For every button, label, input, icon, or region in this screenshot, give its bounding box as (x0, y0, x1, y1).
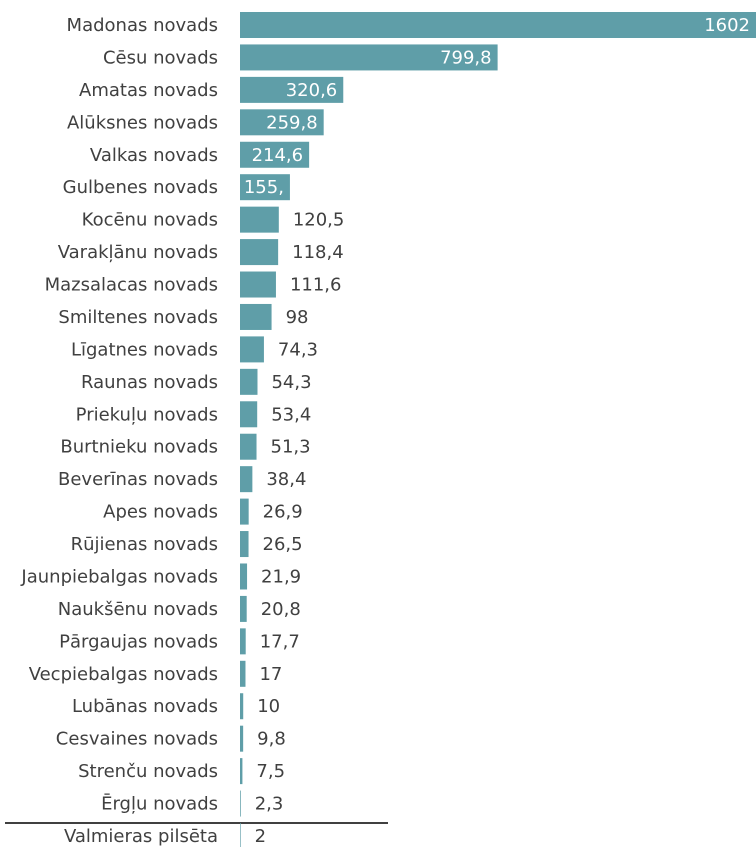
bar (240, 239, 279, 266)
value-label: 10 (257, 696, 280, 717)
category-label: Lubānas novads (72, 696, 218, 717)
bar (240, 401, 258, 428)
category-label: Pārgaujas novads (59, 631, 218, 652)
bar (240, 206, 279, 233)
value-label: 9,8 (257, 729, 286, 750)
value-label: 214,6 (252, 145, 304, 166)
value-label: 111,6 (290, 275, 342, 296)
value-label: 38,4 (266, 469, 306, 490)
bar (240, 433, 257, 460)
category-label: Valkas novads (90, 145, 218, 166)
value-label: 26,9 (263, 502, 303, 523)
bar (240, 466, 253, 493)
category-label: Cesvaines novads (56, 729, 218, 750)
bar (240, 12, 756, 38)
bar (240, 563, 248, 590)
bar (240, 693, 244, 720)
category-label: Burtnieku novads (60, 437, 218, 458)
bar (240, 109, 324, 136)
value-label: 259,8 (266, 112, 318, 133)
bar (240, 76, 344, 103)
value-label: 51,3 (271, 437, 311, 458)
category-label: Jaunpiebalgas novads (20, 566, 218, 587)
bar (240, 174, 290, 201)
category-label: Varakļānu novads (58, 242, 218, 263)
category-label: Beverīnas novads (58, 469, 218, 490)
value-label: 74,3 (278, 339, 318, 360)
value-label: 53,4 (271, 404, 311, 425)
value-label: 799,8 (440, 47, 492, 68)
bar (240, 141, 310, 168)
bar (240, 790, 241, 817)
value-label: 7,5 (256, 761, 285, 782)
bar (240, 531, 249, 558)
category-label: Vecpiebalgas novads (29, 664, 218, 685)
bar (240, 498, 249, 525)
value-label: 118,4 (292, 242, 344, 263)
category-label: Smiltenes novads (58, 307, 218, 328)
value-label: 2 (255, 826, 266, 847)
value-label: 120,5 (293, 210, 345, 231)
category-label: Cēsu novads (103, 47, 218, 68)
category-label: Apes novads (103, 502, 218, 523)
value-label: 20,8 (261, 599, 301, 620)
value-label: 1602 (704, 15, 750, 36)
value-label: 320,6 (286, 80, 338, 101)
category-label: Mazsalacas novads (45, 275, 218, 296)
bar (240, 725, 244, 752)
value-label: 17 (259, 664, 282, 685)
bar (240, 368, 258, 395)
bar (240, 595, 247, 622)
bar (240, 758, 243, 785)
category-label: Raunas novads (81, 372, 218, 393)
category-label: Valmieras pilsēta (64, 826, 218, 847)
value-label: 26,5 (263, 534, 303, 555)
bar (240, 823, 241, 847)
value-label: 54,3 (271, 372, 311, 393)
value-label: 2,3 (255, 794, 284, 815)
category-label: Līgatnes novads (71, 339, 218, 360)
category-label: Naukšēnu novads (58, 599, 218, 620)
value-label: 98 (286, 307, 309, 328)
value-label: 17,7 (260, 631, 300, 652)
value-label: 155, (244, 177, 284, 198)
bar (240, 303, 272, 330)
bar (240, 628, 246, 655)
bar (240, 44, 498, 71)
value-label: 21,9 (261, 566, 301, 587)
bar (240, 660, 246, 687)
category-label: Priekuļu novads (76, 404, 218, 425)
category-label: Rūjienas novads (71, 534, 218, 555)
category-label: Amatas novads (79, 80, 218, 101)
category-label: Ērgļu novads (101, 793, 218, 815)
category-label: Kocēnu novads (82, 210, 218, 231)
category-label: Gulbenes novads (63, 177, 218, 198)
category-label: Alūksnes novads (67, 112, 218, 133)
category-label: Strenču novads (78, 761, 218, 782)
category-label: Madonas novads (67, 15, 218, 36)
bar (240, 271, 276, 298)
bar (240, 336, 264, 363)
